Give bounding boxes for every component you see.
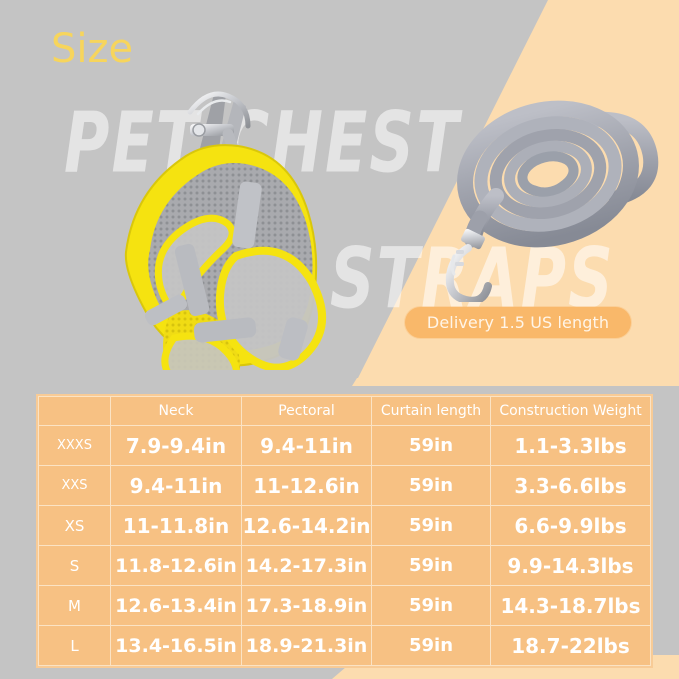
size-table: Neck Pectoral Curtain length Constructio…	[38, 396, 651, 666]
cell-weight: 6.6-9.9lbs	[490, 505, 651, 546]
background-peach-band	[352, 378, 679, 386]
cell-size: S	[38, 545, 111, 586]
table-row: XXS 9.4-11in 11-12.6in 59in 3.3-6.6lbs	[38, 465, 651, 506]
cell-curtain: 59in	[371, 545, 491, 586]
cell-size: XXS	[38, 465, 111, 506]
cell-pectoral: 18.9-21.3in	[241, 625, 372, 666]
cell-curtain: 59in	[371, 505, 491, 546]
table-header-row: Neck Pectoral Curtain length Constructio…	[38, 396, 651, 426]
table-row: S 11.8-12.6in 14.2-17.3in 59in 9.9-14.3l…	[38, 545, 651, 586]
header-neck: Neck	[110, 396, 242, 426]
table-row: XS 11-11.8in 12.6-14.2in 59in 6.6-9.9lbs	[38, 505, 651, 546]
cell-pectoral: 9.4-11in	[241, 425, 372, 466]
header-construction-weight: Construction Weight	[490, 396, 651, 426]
table-row: L 13.4-16.5in 18.9-21.3in 59in 18.7-22lb…	[38, 625, 651, 666]
cell-neck: 7.9-9.4in	[110, 425, 242, 466]
cell-neck: 9.4-11in	[110, 465, 242, 506]
cell-pectoral: 12.6-14.2in	[241, 505, 372, 546]
page-title: Size	[51, 26, 134, 72]
cell-weight: 14.3-18.7lbs	[490, 585, 651, 626]
cell-weight: 18.7-22lbs	[490, 625, 651, 666]
cell-neck: 11-11.8in	[110, 505, 242, 546]
table-row: XXXS 7.9-9.4in 9.4-11in 59in 1.1-3.3lbs	[38, 425, 651, 466]
header-pectoral: Pectoral	[241, 396, 372, 426]
cell-pectoral: 11-12.6in	[241, 465, 372, 506]
cell-curtain: 59in	[371, 585, 491, 626]
harness-product-image	[86, 70, 354, 370]
header-size	[38, 396, 111, 426]
cell-size: M	[38, 585, 111, 626]
cell-curtain: 59in	[371, 465, 491, 506]
cell-pectoral: 14.2-17.3in	[241, 545, 372, 586]
cell-size: L	[38, 625, 111, 666]
cell-pectoral: 17.3-18.9in	[241, 585, 372, 626]
watermark-line-2: STRAPS	[330, 229, 615, 328]
cell-weight: 9.9-14.3lbs	[490, 545, 651, 586]
cell-weight: 3.3-6.6lbs	[490, 465, 651, 506]
cell-curtain: 59in	[371, 425, 491, 466]
cell-neck: 11.8-12.6in	[110, 545, 242, 586]
cell-size: XS	[38, 505, 111, 546]
cell-neck: 12.6-13.4in	[110, 585, 242, 626]
cell-size: XXXS	[38, 425, 111, 466]
leash-product-image	[440, 100, 672, 302]
cell-weight: 1.1-3.3lbs	[490, 425, 651, 466]
cell-neck: 13.4-16.5in	[110, 625, 242, 666]
cell-curtain: 59in	[371, 625, 491, 666]
delivery-badge: Delivery 1.5 US length	[405, 307, 631, 338]
table-row: M 12.6-13.4in 17.3-18.9in 59in 14.3-18.7…	[38, 585, 651, 626]
header-curtain-length: Curtain length	[371, 396, 491, 426]
